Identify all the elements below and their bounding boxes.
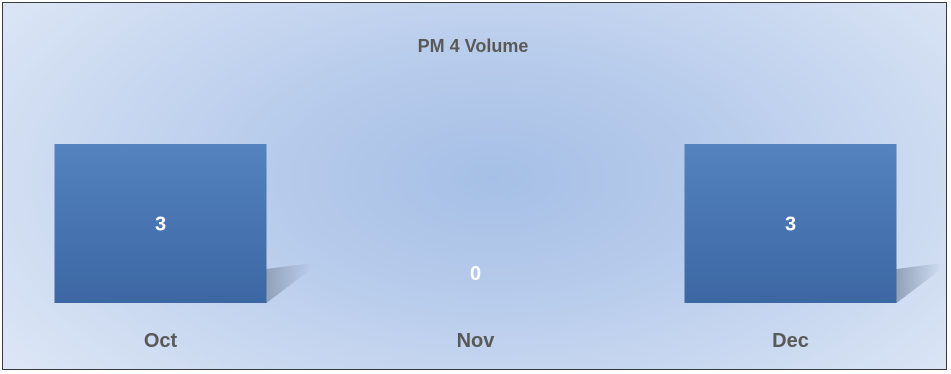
plot-layer: 3 Oct 0 Nov 3 Dec (54, 144, 942, 352)
bar-dec (684, 144, 897, 303)
chart-frame: PM 4 Volume 3 Oct 0 Nov 3 Dec (2, 2, 947, 370)
tick-label-nov: Nov (457, 330, 496, 352)
data-label-oct: 3 (155, 214, 166, 236)
chart-svg: PM 4 Volume 3 Oct 0 Nov 3 Dec (54, 36, 942, 352)
bar-oct (54, 144, 267, 303)
tick-label-oct: Oct (144, 330, 178, 352)
chart-title: PM 4 Volume (418, 36, 529, 56)
tick-label-dec: Dec (772, 330, 809, 352)
bar-shadow (266, 263, 312, 303)
data-label-dec: 3 (785, 214, 796, 236)
bar-shadow (896, 263, 942, 303)
data-label-nov: 0 (470, 263, 481, 285)
